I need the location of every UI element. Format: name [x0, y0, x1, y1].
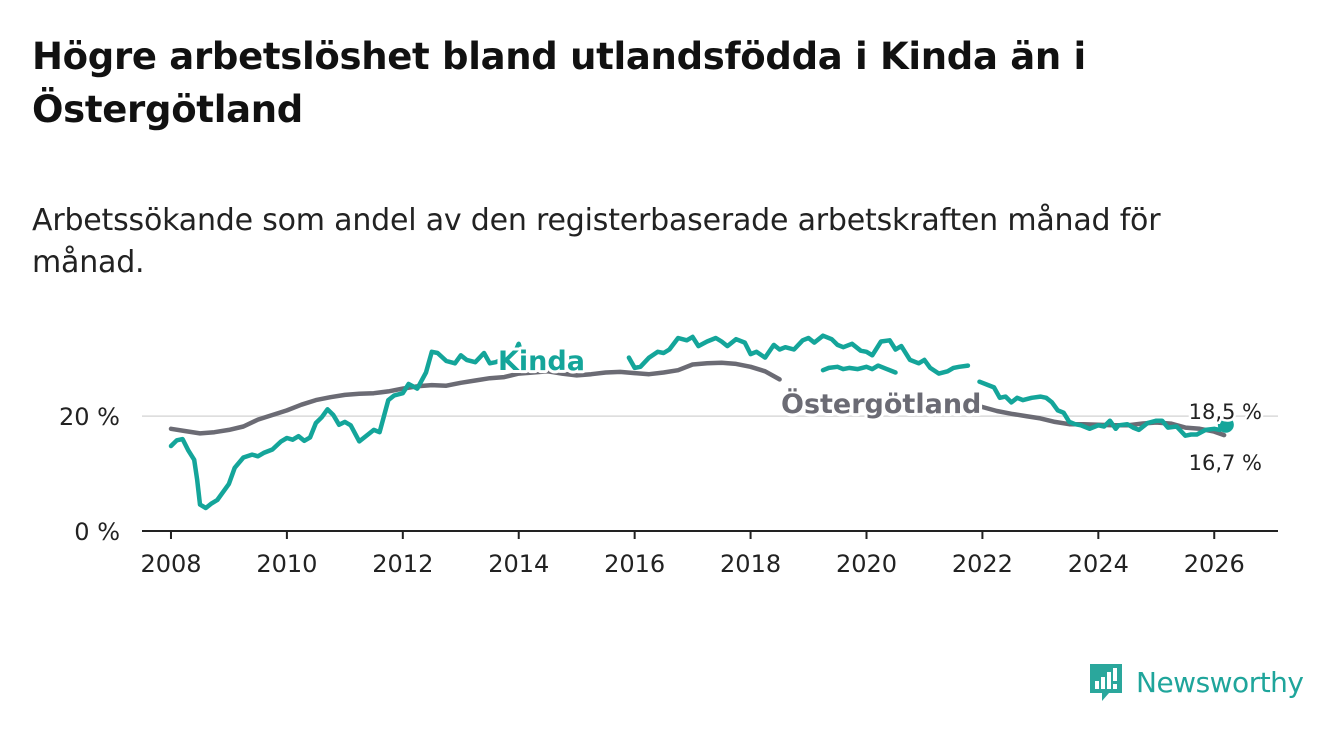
x-tick-label: 2016	[604, 550, 665, 578]
newsworthy-wordmark: Newsworthy	[1136, 665, 1304, 699]
newsworthy-brand: Newsworthy	[1088, 660, 1304, 704]
x-tick-label: 2026	[1184, 550, 1245, 578]
newsworthy-logo-icon	[1090, 664, 1122, 701]
series-line-kinda	[820, 363, 898, 375]
end-value-label-kinda: 18,5 %	[1189, 400, 1262, 424]
x-tick-label: 2008	[140, 550, 201, 578]
x-tick-label: 2018	[720, 550, 781, 578]
series-label-kinda: Kinda	[498, 346, 585, 377]
chart-title: Högre arbetslöshet bland utlandsfödda i …	[32, 35, 1086, 131]
x-tick-label: 2020	[836, 550, 897, 578]
series-label-ostergotland: Östergötland	[781, 387, 981, 420]
x-tick-label: 2012	[372, 550, 433, 578]
x-tick-label: 2010	[256, 550, 317, 578]
chart-subtitle: Arbetssökande som andel av den registerb…	[32, 203, 1161, 280]
x-tick-label: 2014	[488, 550, 549, 578]
series-line-kinda	[626, 333, 971, 376]
y-tick-label: 0 %	[74, 518, 120, 546]
end-value-label-ostergotland: 16,7 %	[1189, 451, 1262, 475]
x-tick-label: 2024	[1068, 550, 1129, 578]
end-marker-kinda	[1217, 416, 1234, 433]
y-tick-label: 20 %	[59, 403, 120, 431]
x-tick-label: 2022	[952, 550, 1013, 578]
series-line-kinda	[168, 341, 542, 511]
series-line-kinda	[977, 379, 1229, 438]
series-line-stergtland	[974, 403, 1227, 438]
series-line-stergtland	[168, 360, 782, 436]
